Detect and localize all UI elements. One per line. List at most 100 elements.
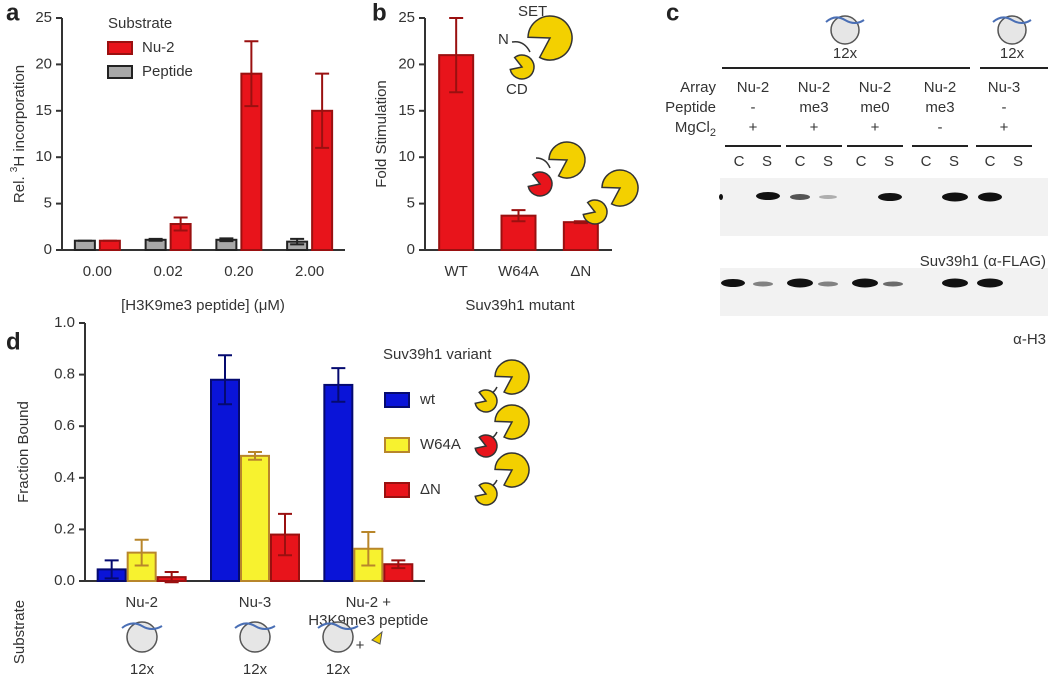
- icon: [509, 54, 535, 80]
- column-label: me3: [799, 99, 828, 116]
- x-tick-label: Nu-2: [125, 594, 158, 611]
- peptide-icon: [371, 630, 383, 645]
- lane-label: S: [823, 153, 833, 170]
- column-label: Nu-2: [859, 79, 892, 96]
- icon: [474, 434, 498, 458]
- annotation: SET: [518, 3, 547, 20]
- icon: [601, 169, 639, 207]
- error-bar: [391, 559, 406, 570]
- x-tick-label: W64A: [498, 263, 539, 280]
- icon: [494, 359, 530, 395]
- bar: [323, 383, 354, 583]
- legend-swatch: [107, 41, 133, 55]
- lane-label: C: [795, 153, 806, 170]
- icon-label: 12x: [130, 661, 155, 678]
- column-label: -: [1002, 99, 1007, 116]
- error-bar: [278, 512, 292, 557]
- lane-label: S: [949, 153, 959, 170]
- lane-label: C: [985, 153, 996, 170]
- y-axis-label: Fold Stimulation: [373, 80, 390, 188]
- legend-swatch: [384, 482, 410, 498]
- legend-title: Suv39h1 variant: [383, 346, 492, 363]
- column-label: Nu-2: [737, 79, 770, 96]
- error-bar: [361, 530, 376, 567]
- legend-title: Substrate: [108, 15, 172, 32]
- lane-label: C: [734, 153, 745, 170]
- icon: [527, 171, 553, 197]
- panel-letter: a: [6, 0, 20, 26]
- icon-label: 12x: [833, 45, 858, 62]
- column-label: -: [938, 119, 943, 136]
- nucleosome-icon: [121, 622, 163, 630]
- nucleosome-icon: [317, 622, 359, 630]
- lane-label: S: [1013, 153, 1023, 170]
- label-line: Nu-2 +: [346, 594, 392, 611]
- legend-swatch: [384, 392, 410, 408]
- nucleosome-icon: [234, 622, 276, 630]
- error-bar: [218, 354, 232, 406]
- x-tick-label: ΔN: [570, 263, 591, 280]
- lane-label: S: [762, 153, 772, 170]
- column-label: Nu-2: [924, 79, 957, 96]
- legend-label: wt: [419, 391, 436, 408]
- error-bar: [148, 237, 163, 242]
- icon: [527, 15, 573, 61]
- icon: [494, 404, 530, 440]
- y-tick-label: 5: [407, 195, 415, 212]
- x-tick-label: 0.00: [83, 263, 112, 280]
- column-label: +: [871, 119, 880, 136]
- blot-background: [720, 178, 1048, 236]
- legend-label: W64A: [420, 436, 461, 453]
- error-bar: [511, 209, 526, 223]
- y-tick-label: 0.8: [54, 366, 75, 383]
- x-tick-label: 2.00: [295, 263, 324, 280]
- legend-swatch: [107, 65, 133, 79]
- blot-background: [720, 268, 1048, 316]
- icon-linker: [511, 40, 531, 53]
- column-label: Nu-2: [798, 79, 831, 96]
- column-label: +: [1000, 119, 1009, 136]
- row-label: Array: [680, 79, 716, 96]
- y-axis-label: Rel. 3H incorporation: [9, 65, 28, 203]
- row-label-part: 2: [710, 127, 716, 139]
- panel-letter: d: [6, 328, 21, 355]
- x-tick-label: WT: [445, 263, 468, 280]
- icon-linker: [535, 157, 551, 169]
- error-bar: [173, 216, 188, 232]
- row-label: Peptide: [665, 99, 716, 116]
- error-bar: [244, 40, 259, 108]
- lane-label: C: [921, 153, 932, 170]
- lane-label: C: [856, 153, 867, 170]
- y-tick-label: 25: [35, 9, 52, 26]
- y-tick-label: 0.6: [54, 417, 75, 434]
- y-tick-label: 1.0: [54, 314, 75, 331]
- bar: [73, 239, 96, 252]
- y-tick-label: 0.4: [54, 469, 75, 486]
- bar: [98, 239, 121, 252]
- y-tick-label: 0: [44, 241, 52, 258]
- error-bar: [573, 220, 588, 225]
- icon: [582, 199, 608, 225]
- icon: [494, 452, 530, 488]
- icon: [548, 141, 586, 179]
- y-axis-label-part: H incorporation: [11, 65, 28, 167]
- error-bar: [290, 237, 305, 246]
- label-line: H3K9me3 peptide: [308, 612, 428, 629]
- icon: [474, 482, 498, 506]
- legend-label: Nu-2: [142, 39, 175, 56]
- x-axis-label: Suv39h1 mutant: [465, 297, 575, 314]
- error-bar: [104, 559, 119, 580]
- x-tick-label: 0.20: [224, 263, 253, 280]
- icon-label: 12x: [1000, 45, 1025, 62]
- icon-label: +: [356, 637, 365, 654]
- legend-swatch: [384, 437, 410, 453]
- row-label: Substrate: [11, 600, 28, 664]
- blot-label: α-H3: [1013, 331, 1046, 348]
- error-bar: [219, 237, 234, 243]
- y-tick-label: 20: [398, 55, 415, 72]
- column-label: +: [810, 119, 819, 136]
- lane-label: S: [884, 153, 894, 170]
- y-axis-label: Fraction Bound: [15, 401, 32, 503]
- column-label: Nu-3: [988, 79, 1021, 96]
- y-axis-label-part: 3: [9, 166, 20, 172]
